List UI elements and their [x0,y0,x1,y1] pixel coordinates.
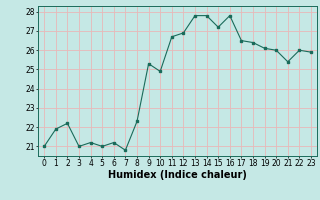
X-axis label: Humidex (Indice chaleur): Humidex (Indice chaleur) [108,170,247,180]
